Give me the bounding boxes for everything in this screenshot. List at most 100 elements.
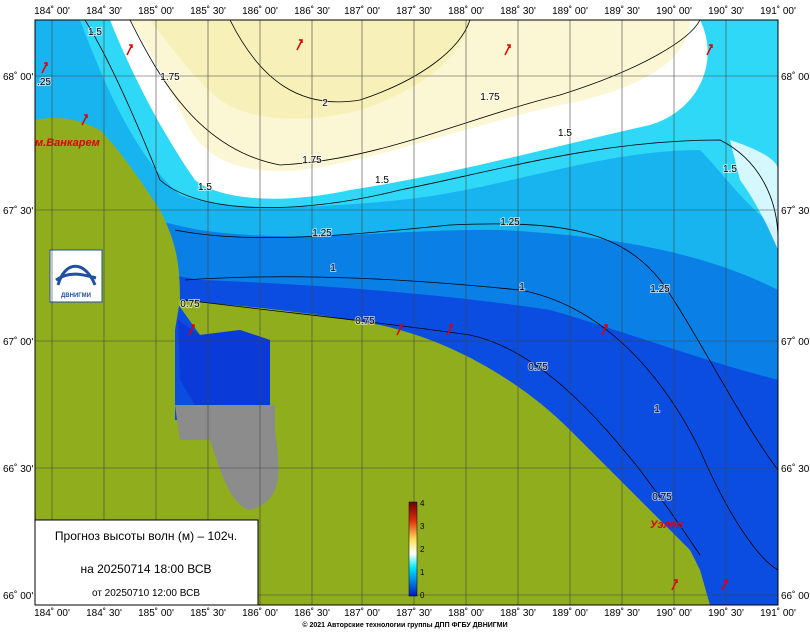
lat-label-left: 68˚ 00' <box>3 71 33 83</box>
place-label: м.Ванкарем <box>35 137 100 149</box>
lon-label-top: 188˚ 30' <box>500 5 536 17</box>
lagoon-ice <box>175 405 279 510</box>
contour-label: 1 <box>330 263 336 274</box>
contour-label: 0.75 <box>652 492 672 503</box>
map-frame <box>34 19 779 606</box>
lon-label-top: 186˚ 30' <box>294 5 330 17</box>
lon-label-bottom: 185˚ 00' <box>138 607 174 619</box>
sea-band <box>150 20 470 119</box>
lon-label-bottom: 185˚ 30' <box>190 607 226 619</box>
lon-label-top: 191˚ 00' <box>760 5 796 17</box>
colorbar-tick-label: 0 <box>420 591 425 600</box>
wind-arrow <box>671 579 678 591</box>
lon-label-top: 189˚ 30' <box>604 5 640 17</box>
wind-arrow <box>126 44 133 56</box>
lon-label-top: 187˚ 00' <box>344 5 380 17</box>
lat-label-left: 66˚ 30' <box>3 463 33 475</box>
lon-label-top: 187˚ 30' <box>396 5 432 17</box>
lat-label-right: 66˚ 00' <box>781 590 810 602</box>
lon-label-bottom: 189˚ 00' <box>552 607 588 619</box>
lon-label-top: 185˚ 00' <box>138 5 174 17</box>
lat-label-right: 66˚ 30' <box>781 463 810 475</box>
lon-label-top: 185˚ 30' <box>190 5 226 17</box>
contour-label: 1.5 <box>723 164 737 175</box>
map-area: ДВНИГМИ <box>35 20 778 605</box>
lat-label-right: 68˚ 00' <box>781 71 810 83</box>
contour-line <box>84 20 778 241</box>
wind-arrow <box>706 44 713 56</box>
colorbar-tick-label: 3 <box>420 522 425 531</box>
info-issued: от 20250710 12:00 ВСВ <box>92 588 200 599</box>
info-valid: на 20250714 18:00 ВСВ <box>81 562 212 576</box>
lon-label-bottom: 188˚ 00' <box>448 607 484 619</box>
contour-label: 1.5 <box>198 182 212 193</box>
lon-label-bottom: 187˚ 30' <box>396 607 432 619</box>
lat-label-left: 67˚ 00' <box>3 336 33 348</box>
contour-label: 0.75 <box>355 316 375 327</box>
contour-label: 1.75 <box>480 92 500 103</box>
lon-label-top: 189˚ 00' <box>552 5 588 17</box>
lat-label-right: 67˚ 30' <box>781 205 810 217</box>
footer: © 2021 Авторские технологии группы ДПП Ф… <box>302 621 507 629</box>
lon-label-bottom: 191˚ 00' <box>760 607 796 619</box>
contour-line <box>129 20 701 166</box>
lon-label-top: 186˚ 00' <box>242 5 278 17</box>
lon-label-top: 184˚ 00' <box>34 5 70 17</box>
contour-label: 1.75 <box>160 72 180 83</box>
contour-label: .25 <box>37 77 51 88</box>
lon-label-top: 188˚ 00' <box>448 5 484 17</box>
contour-label: 1.5 <box>558 128 572 139</box>
lon-label-top: 184˚ 30' <box>86 5 122 17</box>
wind-arrow <box>396 324 403 336</box>
contour-label: 1.25 <box>650 284 670 295</box>
wind-arrow <box>296 39 303 51</box>
colorbar-tick-label: 2 <box>420 545 425 554</box>
wind-arrow <box>721 579 728 591</box>
contour-label: 1.5 <box>375 175 389 186</box>
wind-arrow <box>41 62 48 74</box>
lat-label-left: 67˚ 30' <box>3 205 33 217</box>
info-title: Прогноз высоты волн (м) – 102ч. <box>55 529 237 543</box>
wind-arrow <box>601 324 608 336</box>
wind-arrow <box>81 114 88 126</box>
lon-label-top: 190˚ 30' <box>708 5 744 17</box>
info-box <box>34 519 259 606</box>
lon-label-bottom: 186˚ 00' <box>242 607 278 619</box>
contour-line <box>184 276 778 571</box>
contour-label: 2 <box>322 98 328 109</box>
lon-label-bottom: 184˚ 30' <box>86 607 122 619</box>
wind-arrow <box>446 324 453 336</box>
colorbar-tick-label: 4 <box>420 499 425 508</box>
logo-icon <box>55 264 97 286</box>
wind-arrow <box>188 324 195 336</box>
lon-label-bottom: 190˚ 00' <box>656 607 692 619</box>
colorbar <box>408 501 418 597</box>
wind-arrow <box>504 44 511 56</box>
contour-line <box>184 299 701 556</box>
lat-label-left: 66˚ 00' <box>3 590 33 602</box>
land <box>175 300 710 605</box>
contour-label: 0.75 <box>528 362 548 373</box>
lon-label-top: 190˚ 00' <box>656 5 692 17</box>
land <box>35 118 195 605</box>
contour-label: 1.25 <box>500 217 520 228</box>
ice-edge <box>730 140 778 250</box>
contour-label: 0.75 <box>180 299 200 310</box>
lon-label-bottom: 187˚ 00' <box>344 607 380 619</box>
place-label: Уэлен <box>650 519 683 531</box>
lon-label-bottom: 186˚ 30' <box>294 607 330 619</box>
contour-label: 1.75 <box>302 155 322 166</box>
lon-label-bottom: 189˚ 30' <box>604 607 640 619</box>
contour-line <box>174 223 778 471</box>
contour-label: 1 <box>654 404 660 415</box>
lon-label-bottom: 184˚ 00' <box>34 607 70 619</box>
logo-text: ДВНИГМИ <box>61 293 91 299</box>
lon-label-bottom: 188˚ 30' <box>500 607 536 619</box>
contour-label: 1 <box>519 282 525 293</box>
lon-label-bottom: 190˚ 30' <box>708 607 744 619</box>
lat-label-right: 67˚ 00' <box>781 336 810 348</box>
contour-label: 1.5 <box>88 27 102 38</box>
colorbar-tick-label: 1 <box>420 568 425 577</box>
contour-label: 1.25 <box>312 228 332 239</box>
